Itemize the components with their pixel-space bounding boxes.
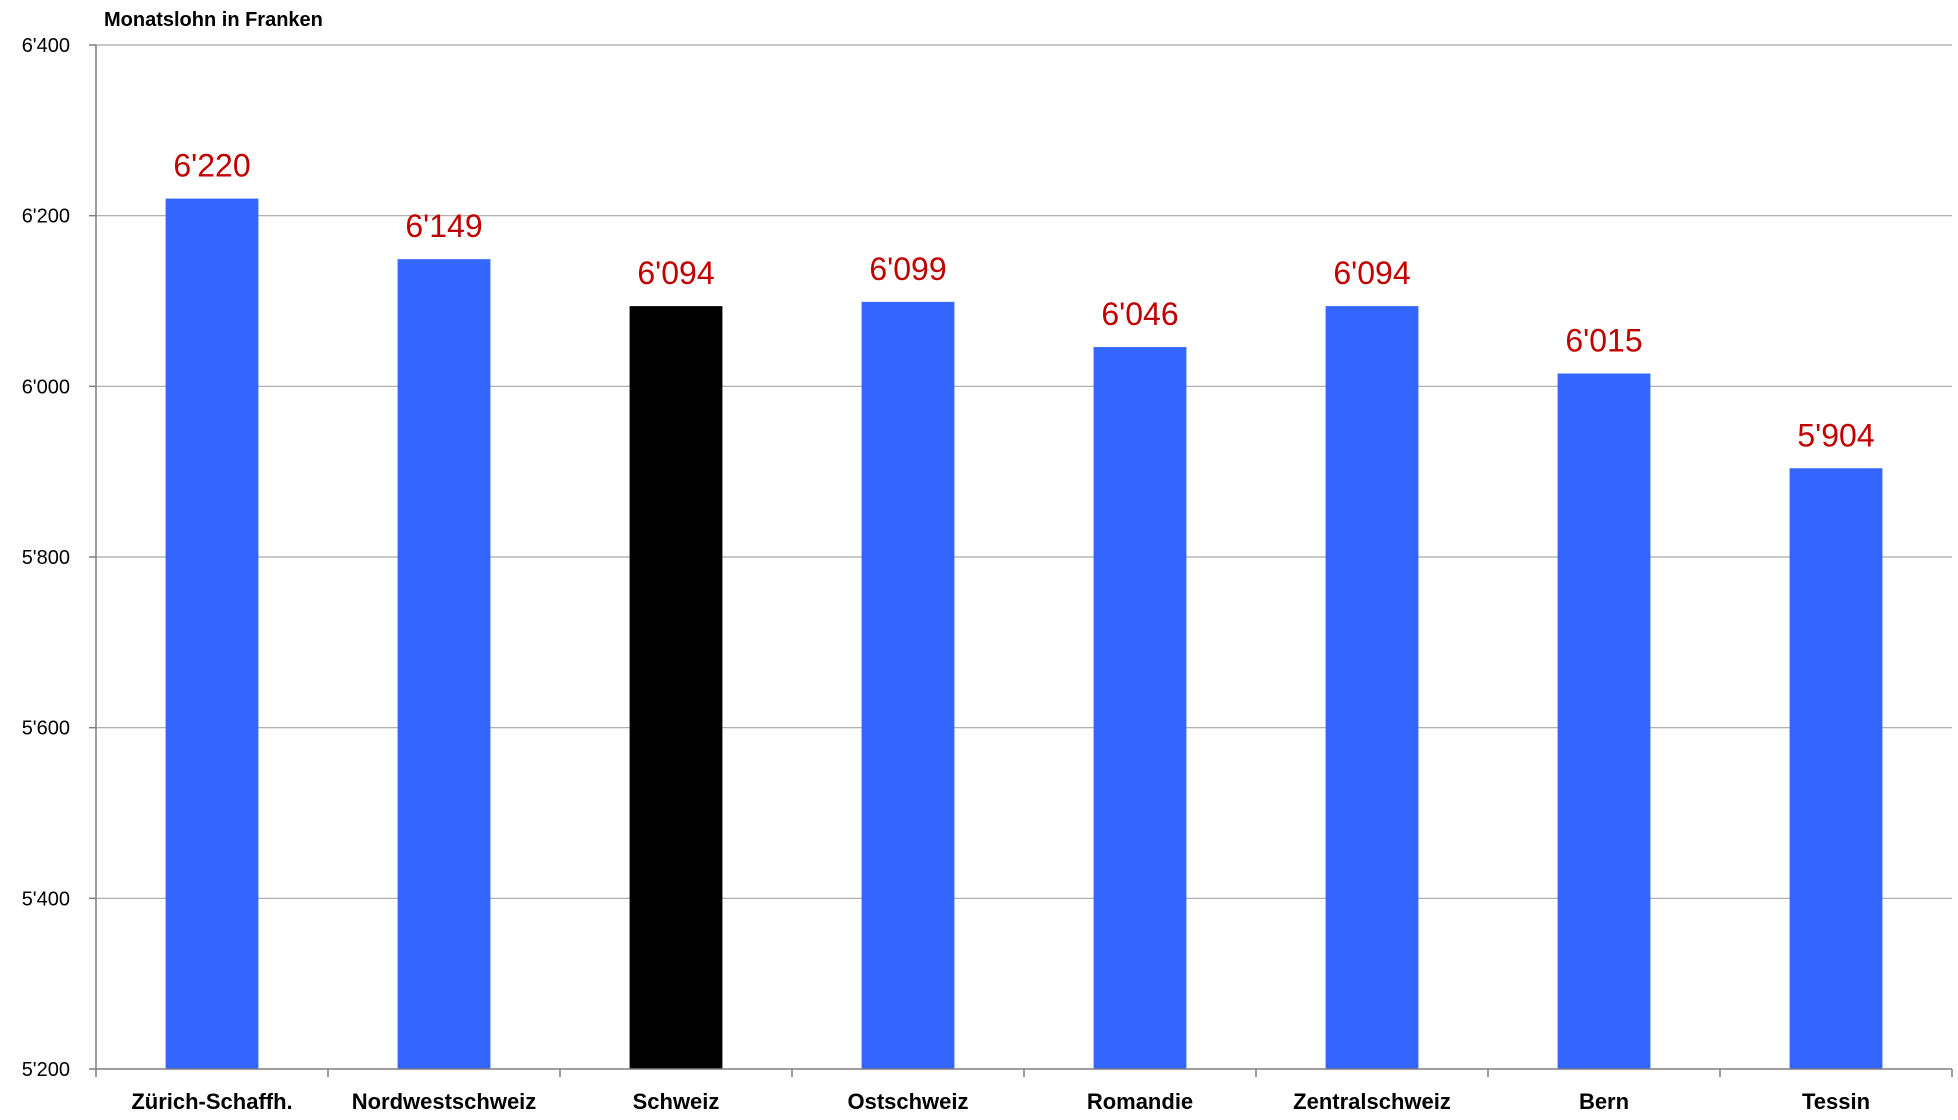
y-tick-label: 5'400 (22, 888, 70, 910)
x-tick-label: Zürich-Schaffh. (131, 1089, 292, 1114)
y-axis-ticks: 5'200 5'400 5'600 5'800 6'000 6'200 6'400 (22, 35, 96, 1081)
data-label: 6'046 (1101, 296, 1178, 332)
bar (1557, 373, 1651, 1069)
y-tick-label: 5'200 (22, 1059, 70, 1081)
x-tick-label: Romandie (1087, 1089, 1193, 1114)
x-tick-label: Bern (1579, 1089, 1629, 1114)
bar (1325, 306, 1419, 1069)
gridlines (96, 44, 1952, 899)
y-axis-title: Monatslohn in Franken (104, 9, 323, 31)
bar (629, 306, 723, 1069)
bar (1789, 468, 1883, 1070)
data-label: 5'904 (1797, 417, 1874, 453)
bar (397, 259, 491, 1070)
y-tick-label: 5'800 (22, 547, 70, 569)
x-tick-label: Ostschweiz (847, 1089, 968, 1114)
y-tick-label: 6'200 (22, 206, 70, 228)
bar (861, 301, 955, 1069)
data-labels: 6'220 6'149 6'094 6'099 6'046 6'094 6'015 5'904 (173, 148, 1874, 454)
x-tick-label: Tessin (1802, 1089, 1870, 1114)
x-tick-label: Schweiz (633, 1089, 720, 1114)
data-label: 6'099 (869, 251, 946, 287)
bars (165, 198, 1883, 1070)
bar (165, 198, 259, 1070)
data-label: 6'094 (637, 255, 714, 291)
data-label: 6'149 (405, 208, 482, 244)
data-label: 6'094 (1333, 255, 1410, 291)
x-tick-label: Zentralschweiz (1293, 1089, 1451, 1114)
x-tick-label: Nordwestschweiz (352, 1089, 537, 1114)
data-label: 6'220 (173, 148, 250, 184)
y-tick-label: 6'400 (22, 35, 70, 57)
y-tick-label: 6'000 (22, 376, 70, 398)
x-axis-ticks: Zürich-Schaffh. Nordwestschweiz Schweiz Ost… (95, 1069, 1953, 1114)
bar (1093, 347, 1187, 1070)
y-tick-label: 5'600 (22, 718, 70, 740)
data-label: 6'015 (1565, 323, 1642, 359)
